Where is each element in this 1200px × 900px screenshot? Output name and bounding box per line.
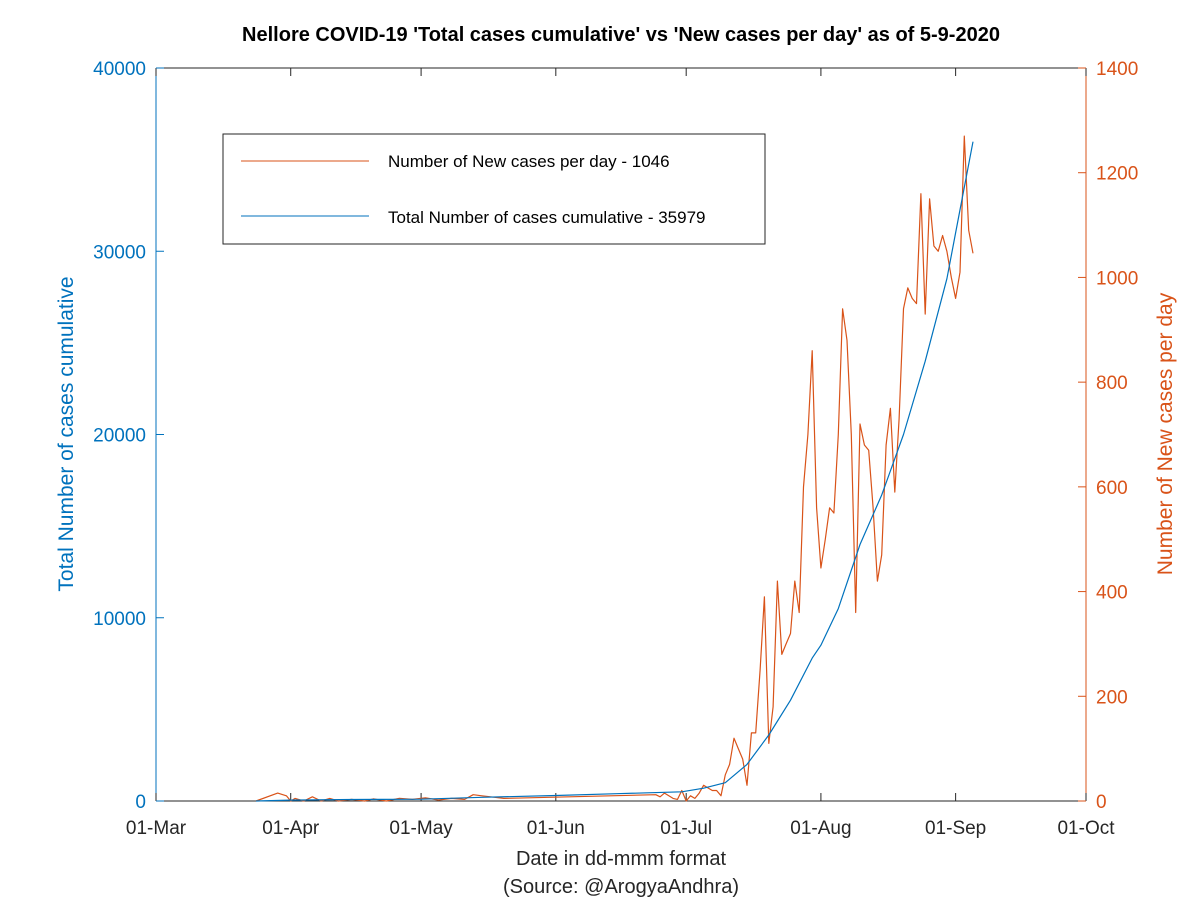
- y-right-axis-ticks: 0 200 400 600 800 1000 1200 1400: [1078, 59, 1138, 813]
- x-tick-label: 01-Apr: [262, 818, 320, 839]
- x-tick-label: 01-Jul: [660, 818, 712, 839]
- x-tick-label: 01-Oct: [1057, 818, 1115, 839]
- x-tick-label: 01-Sep: [925, 818, 986, 839]
- y-left-axis-label: Total Number of cases cumulative: [55, 276, 78, 591]
- x-tick-label: 01-Jun: [527, 818, 585, 839]
- y-right-tick-label: 1200: [1096, 164, 1138, 185]
- y-left-tick-label: 20000: [93, 426, 146, 447]
- y-right-tick-label: 800: [1096, 373, 1128, 394]
- y-right-tick-label: 200: [1096, 687, 1128, 708]
- y-left-tick-label: 10000: [93, 609, 146, 630]
- y-right-tick-label: 1000: [1096, 268, 1138, 289]
- y-left-tick-label: 40000: [93, 59, 146, 80]
- x-axis-label: Date in dd-mmm format: [516, 848, 726, 870]
- y-right-tick-label: 0: [1096, 792, 1107, 813]
- chart-title: Nellore COVID-19 'Total cases cumulative…: [242, 24, 1000, 46]
- y-left-tick-label: 30000: [93, 242, 146, 263]
- x-axis-ticks: 01-Mar 01-Apr 01-May 01-Jun 01-Jul 01-Aug 01-S…: [126, 68, 1115, 839]
- y-left-tick-label: 0: [135, 792, 146, 813]
- y-right-tick-label: 1400: [1096, 59, 1138, 80]
- legend-box: [222, 133, 766, 245]
- x-tick-label: 01-Aug: [790, 818, 851, 839]
- legend-label-cumulative: Total Number of cases cumulative - 35979: [388, 208, 706, 227]
- y-right-axis-label: Number of New cases per day: [1154, 292, 1177, 575]
- legend-label-new-cases: Number of New cases per day - 1046: [388, 152, 670, 171]
- x-tick-label: 01-Mar: [126, 818, 187, 839]
- y-right-tick-label: 600: [1096, 478, 1128, 499]
- y-right-tick-label: 400: [1096, 583, 1128, 604]
- series-line-cumulative: [255, 141, 974, 802]
- legend: Number of New cases per day - 1046 Total…: [222, 133, 766, 245]
- series-lines: [255, 135, 974, 802]
- y-left-axis-ticks: 0 10000 20000 30000 40000: [93, 59, 164, 813]
- x-tick-label: 01-May: [389, 818, 453, 839]
- source-note: (Source: @ArogyaAndhra): [503, 876, 739, 898]
- series-line-new-cases: [255, 135, 974, 802]
